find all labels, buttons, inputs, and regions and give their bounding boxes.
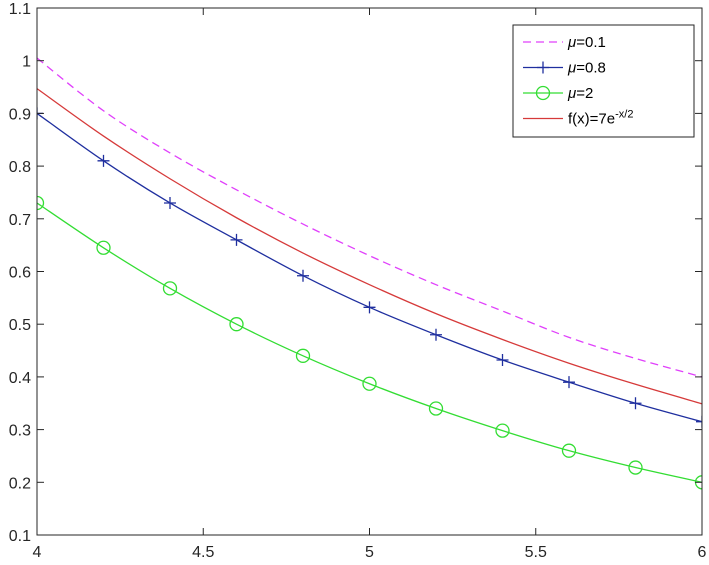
y-tick-label: 1.1	[9, 1, 31, 18]
data-point	[230, 233, 243, 246]
x-tick-label: 5	[365, 544, 374, 561]
data-point	[495, 423, 510, 438]
y-tick-label: 0.3	[9, 423, 31, 440]
y-tick-label: 0.9	[9, 106, 31, 123]
data-point	[563, 376, 575, 389]
series-1	[37, 57, 702, 378]
legend: μ=0.1μ=0.8μ=2f(x)=7e-x/2	[512, 24, 695, 138]
data-point	[696, 415, 702, 428]
data-point	[628, 460, 643, 475]
y-tick-label: 0.4	[9, 370, 31, 387]
legend-label: μ=0.1	[567, 34, 606, 51]
data-point	[496, 354, 509, 367]
data-point	[629, 397, 642, 410]
legend-label-value: =0.8	[576, 60, 606, 77]
y-tick-label: 0.5	[9, 317, 31, 334]
x-tick-label: 4	[33, 544, 42, 561]
legend-label-mu: μ	[567, 85, 576, 102]
data-point	[96, 240, 111, 255]
x-tick-label: 6	[698, 544, 707, 561]
data-point	[362, 376, 377, 391]
y-tick-label: 0.8	[9, 159, 31, 176]
x-tick-label: 4.5	[192, 544, 214, 561]
series-line	[37, 88, 702, 405]
legend-label-value: =2	[576, 85, 593, 102]
y-tick-label: 0.6	[9, 265, 31, 282]
legend-label-text: f(x)=7e	[568, 111, 615, 128]
series-layer	[37, 57, 702, 490]
data-point	[428, 401, 444, 416]
data-point	[561, 443, 577, 458]
data-point	[162, 281, 178, 296]
legend-label-mu: μ	[567, 34, 576, 51]
legend-label-value: =0.1	[576, 34, 606, 51]
series-line	[37, 57, 702, 378]
x-tick-label: 5.5	[525, 544, 547, 561]
axis-ticks: 4 4.5 5 5.5 6 0.1 0.2 0.3 0.4 0.5 0.6 0.7 0.8 0.9 1 1.1	[9, 1, 707, 561]
data-point	[295, 348, 311, 363]
legend-label-superscript: -x/2	[615, 109, 633, 121]
legend-swatch-marker	[537, 61, 549, 74]
y-tick-label: 1	[22, 54, 31, 71]
data-point	[97, 154, 110, 167]
legend-label-mu: μ	[567, 60, 576, 77]
data-point	[229, 317, 244, 332]
data-point	[37, 195, 45, 211]
y-tick-label: 0.7	[9, 212, 31, 229]
legend-swatch-marker	[535, 85, 551, 101]
legend-label: μ=0.8	[567, 60, 606, 77]
y-tick-label: 0.1	[9, 528, 31, 545]
legend-label: μ=2	[567, 85, 593, 102]
series-line	[37, 202, 702, 483]
data-point	[363, 301, 376, 314]
y-tick-label: 0.2	[9, 475, 31, 492]
series-4	[37, 88, 702, 405]
data-point	[164, 196, 176, 209]
data-point	[297, 269, 309, 282]
data-point	[430, 328, 442, 341]
legend-label: f(x)=7e-x/2	[568, 109, 633, 128]
